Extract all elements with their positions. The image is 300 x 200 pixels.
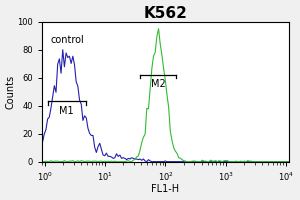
Text: M1: M1 [59,106,74,116]
Text: M2: M2 [151,79,166,89]
Title: K562: K562 [143,6,188,21]
Text: control: control [51,35,85,45]
Y-axis label: Counts: Counts [6,75,16,109]
X-axis label: FL1-H: FL1-H [152,184,179,194]
